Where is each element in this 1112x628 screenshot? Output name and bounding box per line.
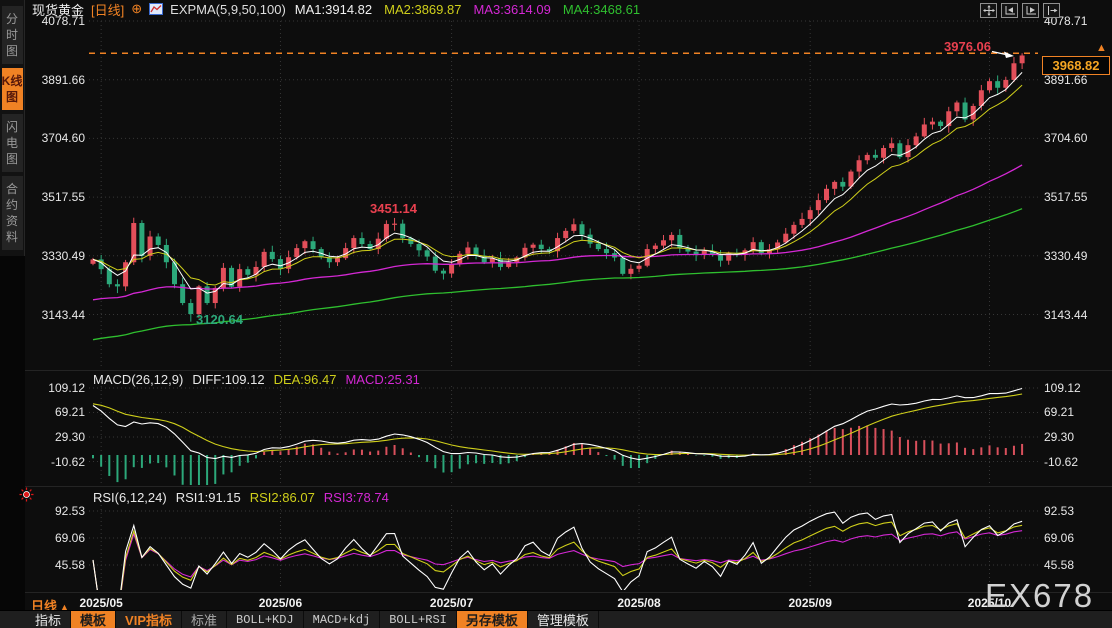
period-label[interactable]: [日线] [91,2,125,18]
indicator-value-label: RSI2:86.07 [249,490,315,505]
y-axis-label: 3891.66 [1044,72,1088,87]
y-axis-label: 3330.49 [1044,248,1088,263]
mini-chart-icon [149,3,164,15]
footer-tab[interactable]: BOLL+KDJ [227,611,304,628]
y-axis-label: 109.12 [1044,381,1081,395]
high-price-annotation: 3976.06 [944,39,991,54]
period-up-arrow-icon: ▲ [60,602,69,612]
watermark: EX678 [985,577,1095,614]
panel-divider [25,592,1112,593]
exit-right-icon[interactable] [1043,3,1060,18]
expma-ma2-line [92,84,1023,286]
expma-ma3-line [92,164,1023,301]
footer-tab[interactable]: 标准 [182,611,228,628]
y-axis-label: 3143.44 [1044,307,1088,322]
last-price-tag: 3968.82 [1042,55,1110,75]
y-axis-label: 45.58 [1044,557,1075,572]
y-axis-label: 92.53 [54,504,85,518]
indicator-value-label: DIFF:109.12 [192,372,265,387]
footer-tab[interactable]: 模板 [71,611,117,628]
rsi2-line [92,521,1023,590]
sidebar: 分时图 K线图闪电图合约资料 [0,0,25,628]
x-axis-label: 2025/10 [967,596,1012,610]
symbol-name: 现货黄金 [32,2,85,18]
footer-tab[interactable]: 管理模板 [528,611,599,628]
sidebar-tab[interactable]: 合约资料 [1,176,23,250]
indicator-value-label: MACD:25.31 [345,372,420,387]
expma-ma4-line [92,208,1023,341]
y-axis-label: 3704.60 [1044,131,1088,146]
footer-tab[interactable]: VIP指标 [116,611,182,628]
y-axis-label: 45.58 [54,557,85,572]
panel-divider [25,486,1112,487]
x-axis-label: 2025/07 [429,596,474,610]
y-axis-label: 3517.55 [1044,190,1088,205]
shift-right-icon[interactable] [1022,3,1039,18]
footer-tab[interactable]: 指标 [26,611,72,628]
macd-histogram [92,425,1024,485]
gridlines [89,20,1038,588]
footer-tab[interactable]: MACD+kdj [304,611,381,628]
x-axis-label: 2025/05 [79,596,123,610]
ma-value: MA3:3614.09 [473,1,551,17]
y-axis-label: 4078.71 [41,14,85,28]
sidebar-tab[interactable]: 闪电图 [1,114,23,172]
macd-diff-line [92,387,1023,461]
low-price-annotation: 3120.64 [196,312,243,327]
candles-group [90,53,1025,322]
y-axis-label: -10.62 [1044,454,1079,469]
rsi3-line [92,530,1023,590]
main-header: 现货黄金 [日线] ⊕ EXPMA(5,9,50,100) MA1:3914.8… [32,1,640,18]
panel-divider [25,370,1112,371]
indicator-value-label: RSI1:91.15 [175,490,241,505]
indicator-value-label: MACD(26,12,9) [93,372,184,387]
indicator-value-label: RSI3:78.74 [323,490,389,505]
indicator-value-label: RSI(6,12,24) [93,490,167,505]
ma-values: MA1:3914.82 MA2:3869.87 MA3:3614.09 MA4:346… [293,2,640,17]
chart-toolbar [980,3,1060,18]
y-axis-label: 3704.60 [41,131,85,146]
y-axis-label: 69.21 [1044,405,1075,420]
y-axis-label: -10.62 [50,454,85,469]
y-axis-label: 92.53 [1044,504,1075,518]
indicator-settings-icon[interactable] [19,487,34,502]
indicator-label[interactable]: EXPMA(5,9,50,100) [170,1,286,17]
y-axis-label: 109.12 [48,381,85,395]
footer-tab[interactable]: 另存模板 [456,611,528,628]
ma-value: MA2:3869.87 [384,1,462,17]
y-axis-label: 3143.44 [41,307,85,322]
ma-value: MA4:3468.61 [562,1,641,17]
y-axis-label: 69.21 [54,405,85,420]
sidebar-filler [0,256,25,628]
y-axis-label: 3517.55 [41,190,85,205]
rsi1-line [92,511,1023,590]
y-axis-label: 3330.49 [41,248,85,263]
y-axis-label: 29.30 [1044,429,1075,444]
macd-dea-line [92,393,1023,456]
y-axis-label: 29.30 [54,429,85,444]
sidebar-tab[interactable]: K线图 [1,68,23,110]
rsi-title: RSI(6,12,24) RSI1:91.15 RSI2:86.07 RSI3:78.… [93,490,389,505]
macd-title: MACD(26,12,9) DIFF:109.12 DEA:96.47 MACD:25… [93,372,420,387]
expma-ma1-line [92,72,1023,294]
add-indicator-icon[interactable]: ⊕ [131,1,143,16]
footer-toolbar: 指标 模板 VIP指标 标准 BOLL+KDJ MACD+kdj BOLL+RSI 另存模板管… [0,610,1112,628]
x-axis-label: 2025/08 [617,596,661,610]
price-up-arrow-icon: ▲ [1096,42,1107,55]
peak-price-annotation: 3451.14 [370,201,417,216]
y-axis-label: 69.06 [54,530,85,545]
footer-tab[interactable]: BOLL+RSI [380,611,457,628]
shift-left-icon[interactable] [1001,3,1018,18]
indicator-value-label: DEA:96.47 [273,372,337,387]
x-axis-label: 2025/06 [258,596,303,610]
pan-icon[interactable] [980,3,997,18]
y-axis-label: 69.06 [1044,530,1075,545]
last-candle-arrowhead [1004,51,1014,58]
y-axis-label: 3891.66 [41,72,85,87]
ma-value: MA1:3914.82 [294,1,373,17]
x-axis-label: 2025/09 [788,596,832,610]
sidebar-tab[interactable]: 分时图 [1,6,23,64]
